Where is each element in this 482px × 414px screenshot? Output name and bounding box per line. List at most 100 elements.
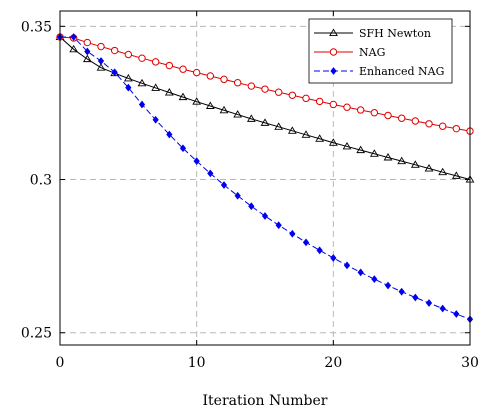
data-point [343, 103, 351, 111]
data-point [220, 181, 228, 189]
data-point [247, 82, 256, 90]
data-point [248, 202, 255, 211]
data-point [288, 91, 297, 99]
data-point [424, 164, 434, 172]
data-point [369, 149, 379, 157]
data-point [438, 122, 447, 130]
data-point [370, 109, 379, 117]
data-point [439, 304, 446, 313]
data-point [371, 275, 378, 283]
data-point [330, 254, 337, 262]
y-tick-label: 0.3 [30, 173, 52, 189]
data-point [425, 299, 433, 307]
data-point [397, 114, 406, 122]
legend-label: NAG [359, 46, 385, 59]
data-point [219, 105, 229, 114]
data-point [384, 111, 392, 120]
data-point [451, 171, 461, 179]
data-point [84, 47, 91, 56]
data-point [302, 238, 310, 247]
data-point [192, 97, 202, 105]
data-point [438, 167, 448, 176]
data-point [260, 118, 270, 126]
data-point [97, 57, 105, 65]
y-tick-label: 0.25 [21, 326, 52, 342]
axis-ticks: 0 10 20 30 0.25 0.3 0.35 [21, 11, 479, 371]
data-point [411, 117, 420, 125]
data-point [82, 54, 92, 63]
data-point [193, 157, 200, 166]
data-point [329, 100, 338, 109]
data-point [315, 134, 325, 142]
data-point [315, 97, 324, 106]
data-point [137, 78, 147, 87]
data-point [356, 145, 366, 154]
data-point [452, 124, 461, 133]
data-point [151, 83, 161, 91]
y-tick-label: 0.35 [21, 19, 52, 35]
data-point [83, 38, 92, 47]
data-point [97, 42, 105, 51]
data-point [328, 138, 338, 146]
data-point [398, 287, 405, 296]
legend-label: SFH Newton [359, 27, 431, 40]
data-point [206, 72, 215, 80]
data-point [96, 63, 106, 71]
data-point [316, 246, 323, 255]
data-point [179, 144, 187, 153]
x-tick-label: 10 [188, 355, 206, 371]
data-point [234, 191, 241, 200]
legend-label: Enhanced NAG [359, 65, 444, 78]
data-point [356, 106, 365, 114]
data-point [287, 126, 297, 134]
legend-marker [330, 67, 337, 75]
data-point [425, 120, 433, 128]
x-tick-label: 20 [324, 355, 342, 371]
data-point [124, 50, 133, 59]
legend-marker [329, 28, 338, 36]
data-point [192, 68, 201, 77]
data-point [70, 33, 77, 41]
data-point [179, 65, 187, 73]
data-point [343, 261, 351, 270]
data-point [166, 130, 173, 139]
data-point [302, 94, 310, 103]
data-point [69, 44, 79, 53]
data-point [164, 88, 174, 96]
data-point [397, 156, 407, 165]
x-tick-label: 30 [461, 355, 479, 371]
data-point [383, 152, 393, 161]
data-point [233, 110, 243, 118]
x-axis-title: Iteration Number [203, 393, 328, 409]
data-point [384, 281, 392, 290]
series-line [59, 36, 471, 181]
plot-series [55, 32, 475, 324]
legend: SFH Newton NAG Enhanced NAG [308, 18, 453, 84]
data-point [412, 293, 419, 302]
data-point [289, 229, 296, 238]
data-point [110, 46, 119, 55]
data-point [246, 114, 256, 122]
data-point [342, 141, 352, 150]
data-point [453, 310, 460, 318]
data-point [357, 268, 364, 277]
data-point [207, 169, 214, 178]
data-point [274, 88, 283, 96]
data-point [123, 73, 133, 82]
data-point [138, 100, 146, 109]
data-point [261, 85, 269, 93]
data-point [205, 101, 215, 109]
data-point [178, 92, 188, 101]
data-point [138, 54, 146, 62]
data-point [125, 83, 132, 92]
x-tick-label: 0 [56, 355, 65, 371]
series-enhanced-nag [56, 33, 474, 324]
data-point [261, 212, 269, 220]
data-point [151, 58, 160, 66]
data-point [275, 221, 282, 230]
data-point [165, 61, 174, 70]
data-point [220, 75, 228, 84]
plot-frame [59, 10, 471, 346]
data-point [152, 115, 159, 124]
